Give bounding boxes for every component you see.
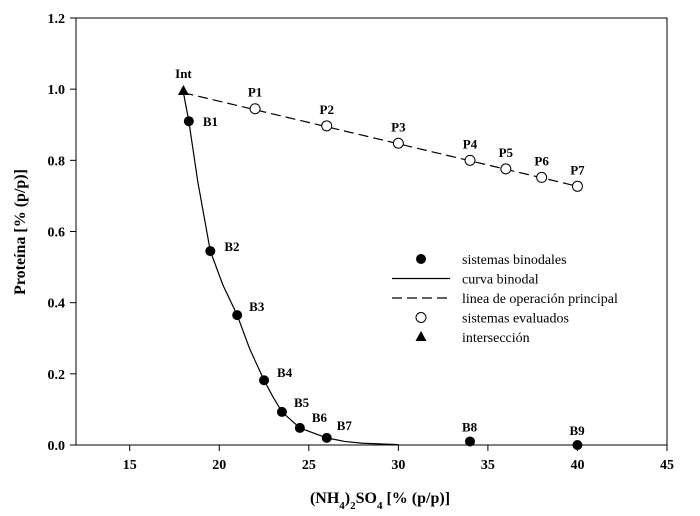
x-axis-label-part: SO — [356, 490, 377, 507]
x-tick-label: 30 — [391, 458, 405, 473]
x-tick-label: 40 — [570, 458, 584, 473]
evaluated-point-label: P4 — [463, 136, 478, 151]
evaluated-point — [392, 137, 404, 149]
x-axis-label-part: ) — [345, 490, 350, 507]
legend-marker-evaluated-systems — [415, 312, 427, 323]
binodal-point-label: B1 — [203, 114, 218, 129]
y-tick-label: 0.6 — [48, 226, 66, 241]
evaluated-point — [321, 120, 333, 132]
binodal-point — [205, 246, 216, 257]
x-axis-label-part: 4 — [377, 500, 383, 512]
legend: sistemas binodales curva binodal linea de … — [392, 253, 618, 346]
x-tick-label: 45 — [660, 458, 674, 473]
y-tick-label: 0.0 — [48, 439, 66, 454]
binodal-point-label: B8 — [462, 419, 478, 434]
binodal-point — [183, 116, 194, 127]
binodal-point — [465, 436, 475, 447]
operation-line — [183, 92, 578, 187]
legend-label: curva binodal — [462, 273, 539, 288]
x-axis-label-part: (NH — [310, 490, 340, 507]
x-tick-label: 15 — [123, 458, 137, 473]
legend-label: sistemas evaluados — [462, 312, 569, 327]
y-tick-label: 0.8 — [48, 154, 66, 169]
evaluated-point — [536, 171, 548, 183]
binodal-point-label: B2 — [224, 239, 239, 254]
binodal-point-label: B6 — [312, 410, 328, 425]
evaluated-point-label: P5 — [499, 145, 514, 160]
binodal-point — [232, 310, 243, 321]
evaluated-point-label: P7 — [570, 162, 585, 177]
legend-label: sistemas binodales — [462, 253, 567, 268]
y-tick-label: 1.0 — [48, 83, 66, 98]
x-axis-label-part: [% (p/p)] — [382, 490, 450, 507]
y-axis-label: Proteína [% (p/p)] — [12, 169, 29, 295]
plot-frame — [75, 17, 668, 446]
x-axis-label-part: 2 — [350, 500, 356, 512]
binodal-point-label: B7 — [337, 418, 353, 433]
evaluated-point-label: P2 — [320, 102, 334, 117]
axes: 15 20 25 30 35 40 45 0.0 0.2 0.4 0.6 0.8 1.0 1.2 — [48, 12, 675, 473]
x-tick-label: 25 — [302, 458, 316, 473]
binodal-point — [276, 406, 287, 417]
x-tick-label: 35 — [481, 458, 495, 473]
curves — [182, 92, 578, 446]
y-tick-label: 0.2 — [48, 368, 66, 383]
binodal-point-label: B9 — [569, 423, 585, 438]
binodal-point-label: B3 — [249, 299, 265, 314]
evaluated-point-label: P6 — [534, 153, 549, 168]
binodal-point — [321, 432, 332, 443]
evaluated-point — [249, 103, 261, 115]
legend-marker-intersection — [415, 331, 427, 341]
binodal-point-label: B5 — [294, 395, 310, 410]
markers — [177, 84, 583, 450]
evaluated-point-label: P3 — [391, 119, 406, 134]
intersection-point-label: Int — [175, 66, 192, 81]
evaluated-point — [571, 180, 583, 192]
y-tick-label: 1.2 — [48, 12, 66, 27]
x-axis-label: (NH4)2SO4 [% (p/p)] — [310, 490, 450, 512]
legend-marker-binodal-systems — [416, 254, 426, 264]
x-axis-label-part: 4 — [339, 500, 345, 512]
evaluated-point-label: P1 — [248, 85, 262, 100]
binodal-point-label: B4 — [277, 365, 293, 380]
evaluated-point — [464, 154, 476, 166]
x-tick-label: 20 — [212, 458, 226, 473]
binodal-curve-line — [182, 92, 399, 446]
evaluated-point — [500, 163, 512, 175]
binodal-point — [259, 375, 270, 386]
binodal-point — [294, 422, 305, 433]
y-tick-label: 0.4 — [48, 297, 66, 312]
intersection-point — [177, 84, 189, 95]
binodal-point — [572, 440, 583, 450]
legend-label: linea de operación principal — [462, 292, 618, 307]
legend-label: intersección — [462, 331, 530, 346]
